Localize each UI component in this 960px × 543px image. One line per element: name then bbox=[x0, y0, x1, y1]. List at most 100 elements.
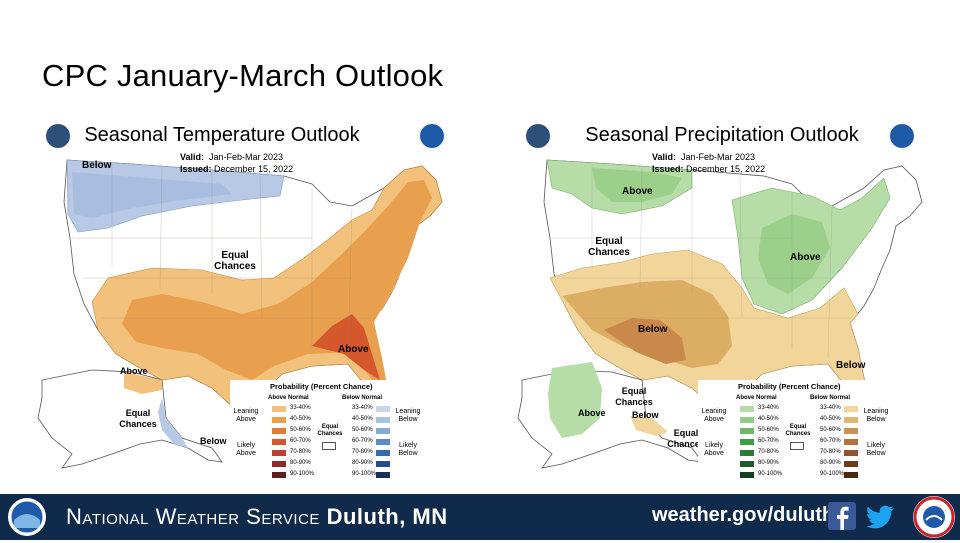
precipitation-map-title: Seasonal Precipitation Outlook bbox=[585, 124, 859, 146]
legend-col-above: Above Normal bbox=[268, 395, 309, 401]
legend-swatch-below bbox=[376, 417, 390, 423]
legend-swatch-above bbox=[740, 406, 754, 412]
label-above-se: Above bbox=[338, 344, 369, 355]
noaa-logo-icon bbox=[420, 124, 444, 148]
noaa-logo-icon bbox=[890, 124, 914, 148]
legend-row-label: 50-60% bbox=[352, 427, 373, 433]
label-below-ak: Below bbox=[200, 436, 227, 446]
legend-swatch-above bbox=[272, 461, 286, 467]
legend-equal-chances: Equal Chances bbox=[317, 424, 343, 437]
footer-url-link[interactable]: weather.gov/duluth bbox=[652, 504, 835, 526]
legend-swatch-above bbox=[740, 461, 754, 467]
legend-col-below: Below Normal bbox=[342, 395, 383, 401]
legend-swatch-above bbox=[272, 450, 286, 456]
legend-swatch-below bbox=[844, 461, 858, 467]
legend-row-label: 80-90% bbox=[758, 460, 779, 466]
temperature-meta: Valid: Jan-Feb-Mar 2023 Issued: December… bbox=[180, 152, 294, 174]
legend-row-label: 90-100% bbox=[820, 471, 845, 477]
legend-row-label: 70-80% bbox=[758, 449, 779, 455]
legend-title: Probability (Percent Chance) bbox=[270, 382, 373, 391]
legend-row-label: 50-60% bbox=[820, 427, 841, 433]
legend-row-label: 33-40% bbox=[290, 405, 311, 411]
footer-org-office: Duluth, MN bbox=[326, 504, 448, 529]
legend-col-below: Below Normal bbox=[810, 395, 851, 401]
label-above-ov: Above bbox=[790, 252, 821, 263]
label-equal-chances: Equal Chances bbox=[588, 236, 630, 258]
legend-row-label: 50-60% bbox=[290, 427, 311, 433]
legend-swatch-above bbox=[740, 417, 754, 423]
legend-swatch-below bbox=[844, 450, 858, 456]
legend-equal-chances: Equal Chances bbox=[785, 424, 811, 437]
legend-col-above: Above Normal bbox=[736, 395, 777, 401]
footer-org-prefix: National Weather Service bbox=[66, 504, 320, 529]
legend-swatch-below bbox=[376, 406, 390, 412]
legend-swatch-below bbox=[844, 439, 858, 445]
temperature-legend: Probability (Percent Chance) Above Norma… bbox=[230, 380, 430, 490]
footer-bar: National Weather Service Duluth, MN weat… bbox=[0, 494, 960, 540]
legend-row-label: 90-100% bbox=[352, 471, 377, 477]
legend-leaning-above: Leaning Above bbox=[701, 408, 727, 423]
twitter-icon[interactable] bbox=[866, 502, 896, 530]
legend-swatch-above bbox=[740, 472, 754, 478]
label-equal-chances-ak: Equal Chances bbox=[119, 408, 157, 429]
legend-row-label: 40-50% bbox=[352, 416, 373, 422]
legend-row-label: 60-70% bbox=[352, 438, 373, 444]
legend-swatch-above bbox=[272, 417, 286, 423]
legend-row-label: 90-100% bbox=[758, 471, 783, 477]
legend-likely-above: Likely Above bbox=[704, 442, 724, 457]
label-equal-chances-ak: Equal Chances bbox=[615, 386, 653, 407]
legend-swatch-above bbox=[740, 450, 754, 456]
temperature-map-graphic bbox=[37, 159, 443, 469]
legend-swatch-above bbox=[740, 428, 754, 434]
facebook-icon[interactable] bbox=[828, 502, 856, 530]
temperature-map-title: Seasonal Temperature Outlook bbox=[84, 124, 360, 146]
legend-equal-chances-swatch bbox=[790, 442, 804, 450]
label-below-ak: Below bbox=[632, 410, 659, 420]
legend-swatch-above bbox=[272, 406, 286, 412]
legend-swatch-above bbox=[272, 472, 286, 478]
legend-row-label: 40-50% bbox=[820, 416, 841, 422]
legend-likely-below: Likely Below bbox=[866, 442, 886, 457]
legend-leaning-above: Leaning Above bbox=[233, 408, 259, 423]
legend-row-label: 33-40% bbox=[820, 405, 841, 411]
legend-row-label: 70-80% bbox=[820, 449, 841, 455]
legend-row-label: 80-90% bbox=[820, 460, 841, 466]
label-above-nw: Above bbox=[622, 186, 653, 197]
label-below-se: Below bbox=[836, 360, 866, 371]
legend-swatch-below bbox=[376, 461, 390, 467]
precipitation-meta: Valid: Jan-Feb-Mar 2023 Issued: December… bbox=[652, 152, 766, 174]
legend-swatch-above bbox=[272, 428, 286, 434]
legend-row-label: 50-60% bbox=[758, 427, 779, 433]
legend-swatch-below bbox=[376, 439, 390, 445]
label-equal-chances-hi: Equal Chances bbox=[667, 428, 705, 449]
legend-row-label: 80-90% bbox=[352, 460, 373, 466]
legend-swatch-below bbox=[844, 472, 858, 478]
legend-row-label: 33-40% bbox=[758, 405, 779, 411]
legend-likely-below: Likely Below bbox=[398, 442, 418, 457]
legend-swatch-below bbox=[376, 428, 390, 434]
commerce-seal-icon bbox=[526, 124, 550, 148]
legend-swatch-above bbox=[272, 439, 286, 445]
legend-row-label: 40-50% bbox=[758, 416, 779, 422]
legend-row-label: 60-70% bbox=[820, 438, 841, 444]
commerce-seal-icon bbox=[46, 124, 70, 148]
legend-swatch-above bbox=[740, 439, 754, 445]
legend-leaning-below: Leaning Below bbox=[395, 408, 421, 423]
legend-row-label: 40-50% bbox=[290, 416, 311, 422]
alaska-outline bbox=[517, 369, 703, 469]
label-equal-chances: Equal Chances bbox=[214, 250, 256, 272]
legend-row-label: 60-70% bbox=[290, 438, 311, 444]
legend-row-label: 70-80% bbox=[352, 449, 373, 455]
precipitation-legend: Probability (Percent Chance) Above Norma… bbox=[698, 380, 898, 490]
label-above-ak: Above bbox=[578, 408, 606, 418]
legend-row-label: 60-70% bbox=[758, 438, 779, 444]
weather-ready-nation-icon bbox=[913, 496, 955, 538]
legend-swatch-below bbox=[376, 450, 390, 456]
legend-row-label: 70-80% bbox=[290, 449, 311, 455]
legend-likely-above: Likely Above bbox=[236, 442, 256, 457]
temperature-outlook-panel: Seasonal Temperature Outlook Valid: Jan-… bbox=[12, 118, 467, 490]
legend-equal-chances-swatch bbox=[322, 442, 336, 450]
label-below-nw: Below bbox=[82, 160, 112, 171]
slide-title: CPC January-March Outlook bbox=[42, 58, 444, 93]
legend-swatch-below bbox=[844, 406, 858, 412]
